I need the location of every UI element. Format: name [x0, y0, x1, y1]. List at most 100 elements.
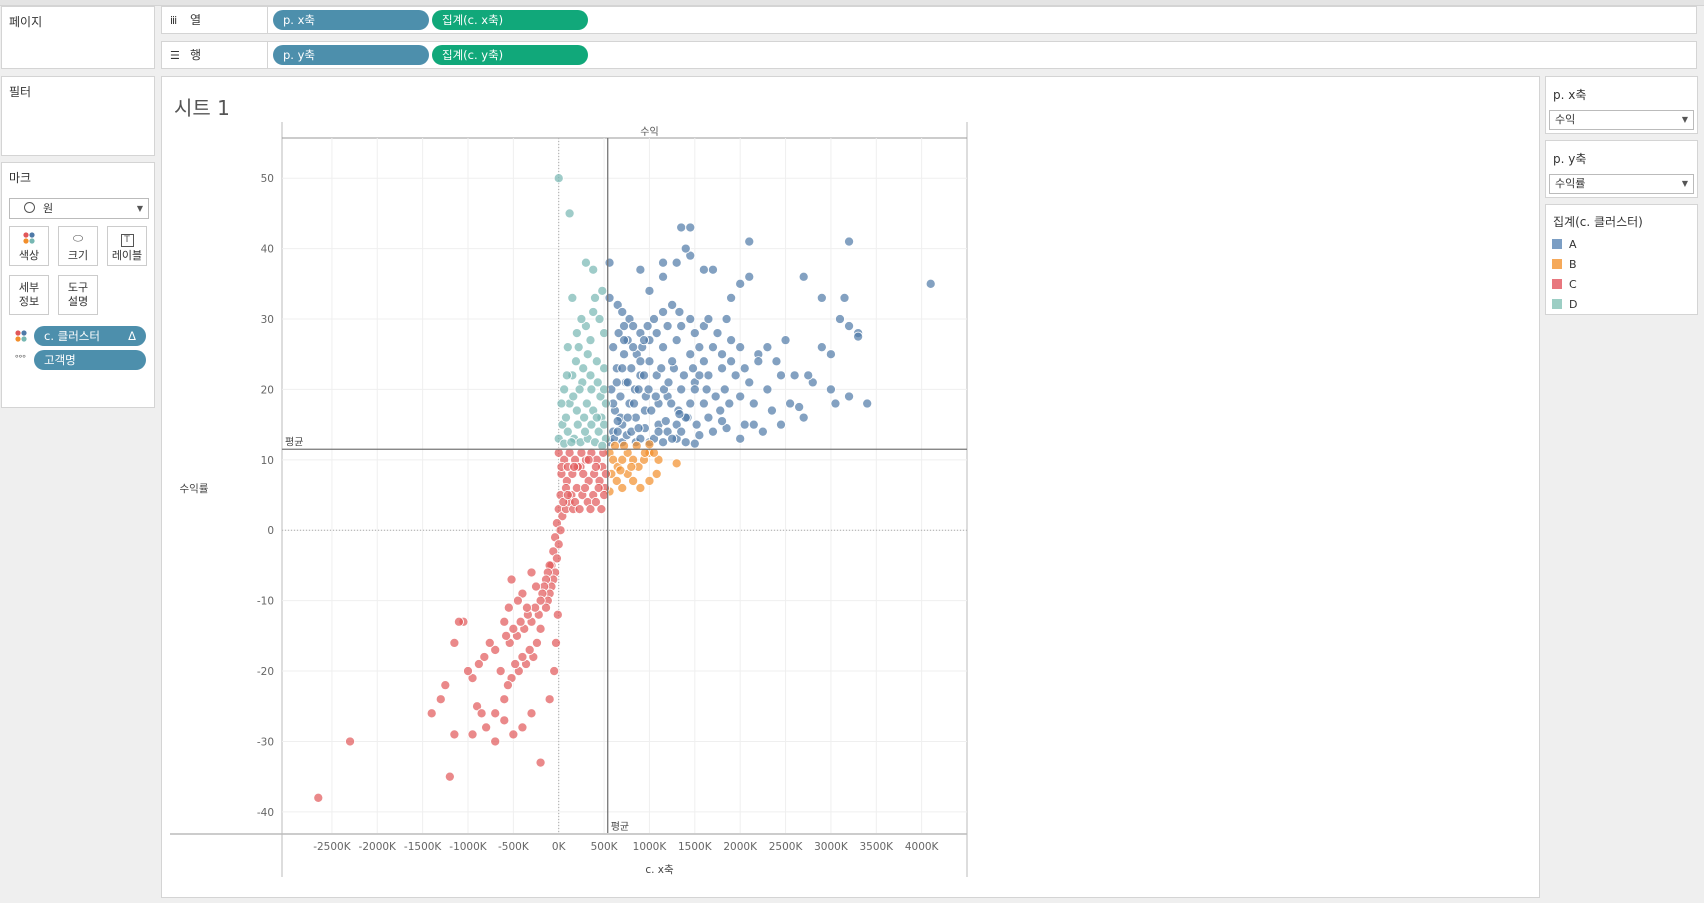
data-point-a — [612, 426, 623, 437]
data-point-d — [581, 398, 592, 409]
data-point-a — [622, 412, 633, 423]
data-point-a — [730, 370, 741, 381]
x-tick-label: 2500K — [769, 841, 804, 853]
columns-pill-cx[interactable]: 집계(c. x축) — [432, 10, 588, 30]
data-point-a — [658, 257, 669, 268]
tooltip-button[interactable]: 도구 설명 — [58, 275, 98, 315]
data-point-a — [633, 384, 644, 395]
detail-button[interactable]: 세부 정보 — [9, 275, 49, 315]
data-point-a — [667, 356, 678, 367]
data-point-a — [803, 370, 814, 381]
label-button[interactable]: T 레이블 — [107, 226, 147, 266]
columns-shelf[interactable]: iii 열 p. x축 집계(c. x축) — [161, 6, 1697, 34]
data-point-a — [701, 384, 712, 395]
data-point-c — [508, 729, 519, 740]
data-point-c — [462, 666, 474, 677]
param-px-dropdown[interactable]: 수익 ▼ — [1549, 110, 1694, 130]
data-point-a — [644, 356, 655, 367]
chart-container: 수익 -2500K -2000K -1500K -1000K -500K 0K 500K 100… — [162, 77, 1541, 899]
data-point-a — [816, 292, 827, 303]
legend-item-d[interactable]: D — [1552, 297, 1577, 313]
data-point-d — [553, 173, 564, 184]
data-point-a — [834, 313, 846, 325]
data-point-c — [517, 588, 528, 599]
mark-field-customer[interactable]: 고객명 — [34, 350, 146, 370]
data-point-c — [570, 497, 581, 508]
mark-type-dropdown[interactable]: 원 ▼ — [9, 198, 149, 219]
data-point-a — [612, 299, 623, 310]
x-tick-label: 500K — [591, 841, 619, 853]
data-point-d — [571, 328, 582, 339]
data-point-a — [807, 377, 818, 388]
data-point-a — [671, 335, 682, 346]
data-point-c — [515, 616, 526, 627]
data-point-a — [628, 321, 639, 332]
y-mean-label: 평균 — [285, 436, 303, 448]
filters-card[interactable]: 필터 — [1, 76, 155, 156]
data-point-a — [660, 416, 671, 427]
param-py-card: p. y축 수익률 ▼ — [1545, 140, 1698, 198]
data-point-a — [825, 349, 836, 360]
columns-pill-px[interactable]: p. x축 — [273, 10, 429, 30]
data-point-c — [510, 658, 521, 670]
filters-title: 필터 — [9, 85, 32, 99]
pages-card: 페이지 — [1, 6, 155, 69]
legend-item-c[interactable]: C — [1552, 277, 1577, 293]
data-point-c — [551, 553, 562, 564]
data-point-c — [552, 609, 563, 620]
data-point-d — [582, 349, 593, 360]
data-point-b — [617, 454, 628, 465]
legend-swatch — [1552, 279, 1562, 289]
rows-pill-cy[interactable]: 집계(c. y축) — [432, 45, 588, 65]
data-point-d — [571, 405, 582, 416]
data-point-c — [503, 602, 514, 613]
data-point-c — [555, 525, 566, 536]
data-point-a — [735, 433, 746, 444]
data-point-a — [667, 299, 678, 310]
data-point-a — [622, 377, 633, 388]
data-point-c — [506, 574, 517, 585]
param-px-card: p. x축 수익 ▼ — [1545, 76, 1698, 134]
marks-card: 마크 원 ▼ 색상 ⬭ 크기 T 레이블 세부 정보 도구 설명 c. 클러스터… — [1, 162, 155, 408]
size-icon: ⬭ — [72, 231, 84, 245]
x-mean-label: 평균 — [611, 821, 629, 833]
data-point-c — [599, 489, 610, 501]
data-point-a — [703, 313, 714, 325]
data-point-a — [739, 363, 750, 374]
color-button[interactable]: 색상 — [9, 226, 49, 266]
rows-pill-py[interactable]: p. y축 — [273, 45, 429, 65]
data-point-c — [564, 447, 575, 458]
data-point-c — [530, 581, 542, 592]
data-point-c — [495, 666, 506, 677]
color-icon — [10, 231, 48, 247]
data-point-c — [490, 708, 501, 719]
data-point-a — [658, 437, 669, 448]
data-point-a — [685, 313, 696, 325]
data-point-c — [590, 497, 601, 508]
data-point-a — [646, 405, 657, 416]
y-tick-label: 30 — [261, 314, 274, 326]
mark-field-cluster[interactable]: c. 클러스터 Δ — [34, 326, 146, 346]
data-point-a — [651, 370, 662, 381]
data-point-c — [344, 736, 356, 747]
param-py-dropdown[interactable]: 수익률 ▼ — [1549, 174, 1694, 194]
legend-item-b[interactable]: B — [1552, 257, 1577, 273]
data-point-a — [604, 257, 615, 268]
chevron-down-icon: ▼ — [1681, 115, 1688, 124]
y-tick-label: 20 — [261, 384, 274, 396]
data-point-a — [685, 398, 696, 409]
data-point-c — [490, 644, 501, 655]
legend-item-a[interactable]: A — [1552, 237, 1577, 253]
legend-swatch — [1552, 299, 1562, 309]
data-point-a — [789, 370, 800, 381]
data-point-c — [550, 637, 562, 648]
y-tick-label: 0 — [267, 525, 274, 537]
data-point-a — [648, 313, 660, 325]
data-point-d — [600, 398, 611, 409]
data-point-d — [578, 363, 589, 374]
data-point-a — [757, 426, 768, 437]
rows-shelf[interactable]: ☰ 행 p. y축 집계(c. y축) — [161, 41, 1697, 69]
data-point-a — [735, 342, 746, 353]
data-point-c — [524, 644, 535, 655]
size-button[interactable]: ⬭ 크기 — [58, 226, 98, 266]
